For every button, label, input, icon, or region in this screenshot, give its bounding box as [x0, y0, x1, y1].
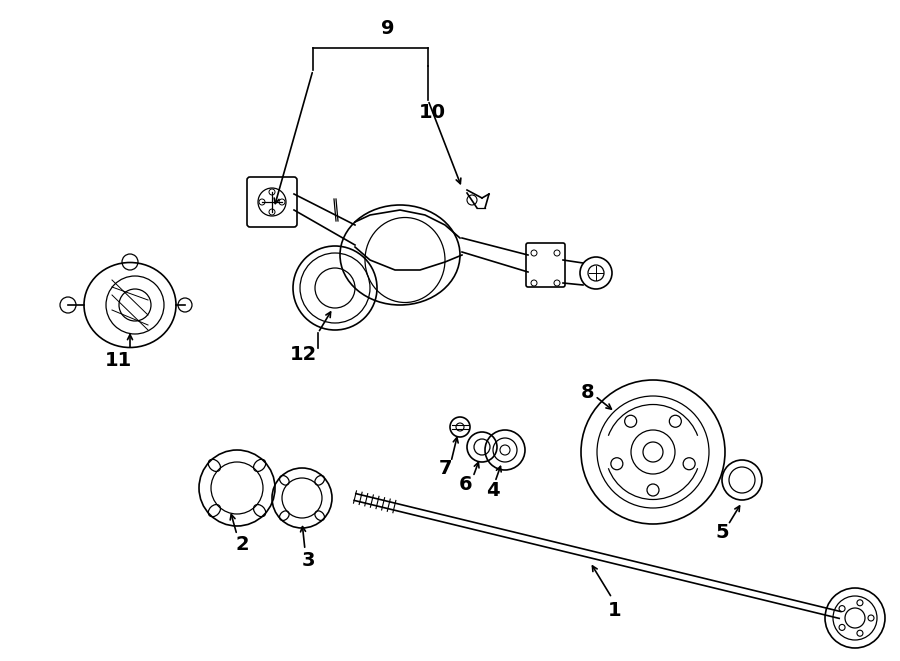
Text: 3: 3: [302, 551, 315, 570]
Circle shape: [259, 199, 265, 205]
Text: 11: 11: [104, 350, 131, 369]
Text: 6: 6: [459, 475, 472, 494]
Text: 8: 8: [581, 383, 595, 401]
Text: 2: 2: [235, 535, 248, 555]
Circle shape: [269, 209, 275, 215]
Text: 5: 5: [716, 522, 729, 541]
Text: 1: 1: [608, 600, 622, 619]
Text: 10: 10: [418, 102, 446, 122]
Text: 12: 12: [290, 346, 317, 364]
Text: 7: 7: [438, 459, 452, 479]
Text: 4: 4: [486, 481, 500, 500]
Circle shape: [279, 199, 285, 205]
Text: 9: 9: [382, 19, 395, 38]
Circle shape: [269, 189, 275, 195]
